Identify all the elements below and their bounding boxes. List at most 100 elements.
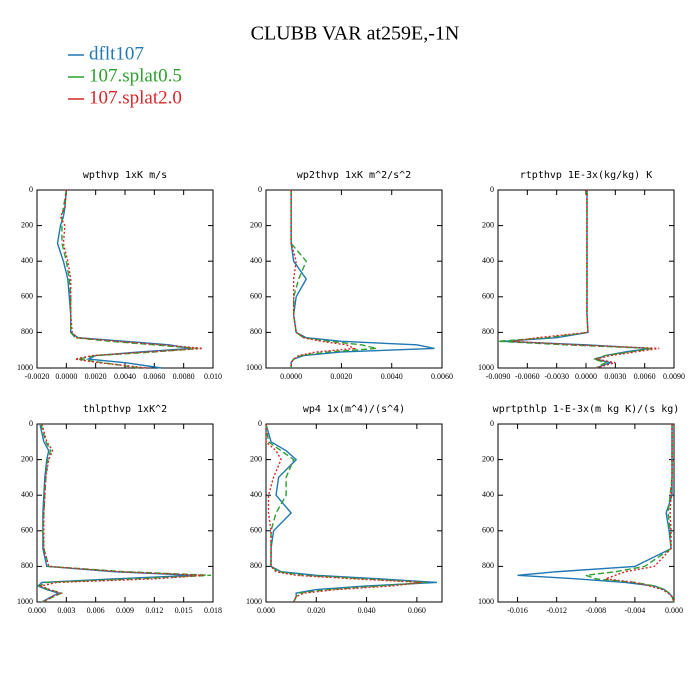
panel-title: thlpthvp 1xK^2 <box>83 404 167 415</box>
y-tick-label: 0 <box>29 185 33 194</box>
y-tick-label: 400 <box>482 256 494 265</box>
x-tick-label: 0.060 <box>408 606 426 615</box>
x-tick-label: 0.0020 <box>85 372 107 381</box>
x-tick-label: -0.0090 <box>486 372 511 381</box>
plot-frame <box>265 189 443 369</box>
y-tick-label: 800 <box>250 327 262 336</box>
profile-line <box>265 423 438 603</box>
y-tick-label: 1000 <box>478 597 494 606</box>
profile-line <box>605 424 675 603</box>
y-tick-label: 200 <box>21 220 33 229</box>
y-tick-label: 600 <box>21 526 33 535</box>
x-tick-label: 0.0040 <box>114 372 136 381</box>
y-tick-label: 1000 <box>478 363 494 372</box>
x-tick-label: -0.0020 <box>25 372 50 381</box>
x-tick-label: -0.0030 <box>544 372 569 381</box>
x-tick-label: 0.0020 <box>330 372 352 381</box>
y-tick-label: 0 <box>258 419 262 428</box>
profile-line <box>265 424 422 603</box>
x-tick-label: 0.0090 <box>663 372 685 381</box>
x-tick-label: 0.0000 <box>55 372 77 381</box>
y-tick-label: 200 <box>482 454 494 463</box>
x-tick-label: 0.0080 <box>173 372 195 381</box>
x-tick-label: 0.015 <box>175 606 193 615</box>
profile-line <box>585 424 675 603</box>
x-tick-label: 0.000 <box>257 606 275 615</box>
plot-frame <box>497 423 675 603</box>
y-tick-label: 1000 <box>246 597 262 606</box>
x-tick-label: 0.040 <box>358 606 376 615</box>
profile-line <box>290 190 357 368</box>
y-tick-label: 600 <box>482 526 494 535</box>
x-tick-label: 0.018 <box>204 606 222 615</box>
y-tick-label: 1000 <box>17 597 33 606</box>
y-tick-label: 800 <box>482 327 494 336</box>
y-tick-label: 400 <box>250 490 262 499</box>
profile-line <box>497 190 653 369</box>
y-tick-label: 200 <box>250 220 262 229</box>
x-tick-label: 0.010 <box>204 372 222 381</box>
x-tick-label: 0.009 <box>116 606 134 615</box>
x-tick-label: 0.006 <box>87 606 105 615</box>
y-tick-label: 200 <box>482 220 494 229</box>
y-tick-label: 1000 <box>17 363 33 372</box>
legend-label: dflt107 <box>89 43 144 64</box>
x-tick-label: 0.0000 <box>575 372 597 381</box>
y-tick-label: 800 <box>482 561 494 570</box>
y-tick-label: 800 <box>21 561 33 570</box>
y-tick-label: 400 <box>250 256 262 265</box>
profile-line <box>36 423 194 603</box>
x-tick-label: 0.0060 <box>634 372 656 381</box>
plot-frame <box>265 423 443 603</box>
profile-line <box>38 423 204 603</box>
x-tick-label: -0.008 <box>585 606 606 615</box>
x-tick-label: 0.020 <box>307 606 325 615</box>
profile-line <box>502 190 650 369</box>
legend-label: 107.splat0.5 <box>89 65 182 86</box>
x-tick-label: -0.012 <box>546 606 567 615</box>
y-tick-label: 0 <box>490 419 494 428</box>
y-tick-label: 800 <box>250 561 262 570</box>
x-tick-label: 0.000 <box>665 606 683 615</box>
x-tick-label: 0.0030 <box>604 372 626 381</box>
y-tick-label: 600 <box>482 292 494 301</box>
x-tick-label: -0.016 <box>507 606 528 615</box>
x-tick-label: 0.012 <box>145 606 163 615</box>
y-tick-label: 400 <box>21 256 33 265</box>
profile-line <box>517 424 675 603</box>
legend-label: 107.splat2.0 <box>89 87 182 108</box>
y-tick-label: 600 <box>250 526 262 535</box>
profile-line <box>290 190 377 368</box>
profile-line <box>512 190 660 369</box>
x-tick-label: 0.0060 <box>431 372 453 381</box>
x-tick-label: -0.004 <box>625 606 646 615</box>
y-tick-label: 200 <box>21 454 33 463</box>
y-tick-label: 400 <box>21 490 33 499</box>
x-tick-label: 0.003 <box>57 606 75 615</box>
x-tick-label: 0.0000 <box>280 372 302 381</box>
profile-line <box>265 423 427 603</box>
panel-title: wpthvp 1xK m/s <box>83 170 167 181</box>
x-tick-label: 0.0060 <box>143 372 165 381</box>
x-tick-label: 0.000 <box>28 606 46 615</box>
y-tick-label: 0 <box>490 185 494 194</box>
y-tick-label: 400 <box>482 490 494 499</box>
y-tick-label: 0 <box>258 185 262 194</box>
panel-title: wp2thvp 1xK m^2/s^2 <box>297 170 411 181</box>
profile-line <box>59 189 203 369</box>
y-tick-label: 0 <box>29 419 33 428</box>
y-tick-label: 200 <box>250 454 262 463</box>
y-tick-label: 600 <box>250 292 262 301</box>
panel-title: wp4 1x(m^4)/(s^4) <box>303 404 405 415</box>
y-tick-label: 600 <box>21 292 33 301</box>
y-tick-label: 1000 <box>246 363 262 372</box>
figure-title: CLUBB VAR at259E,-1N <box>251 23 460 45</box>
profile-line <box>290 190 435 368</box>
x-tick-label: -0.0060 <box>515 372 540 381</box>
panel-title: wprtpthlp 1-E-3x(m kg K)/(s kg) <box>493 404 680 415</box>
profile-line <box>56 189 192 369</box>
y-tick-label: 800 <box>21 327 33 336</box>
x-tick-label: 0.0040 <box>381 372 403 381</box>
panel-title: rtpthvp 1E-3x(kg/kg) K <box>520 170 652 181</box>
